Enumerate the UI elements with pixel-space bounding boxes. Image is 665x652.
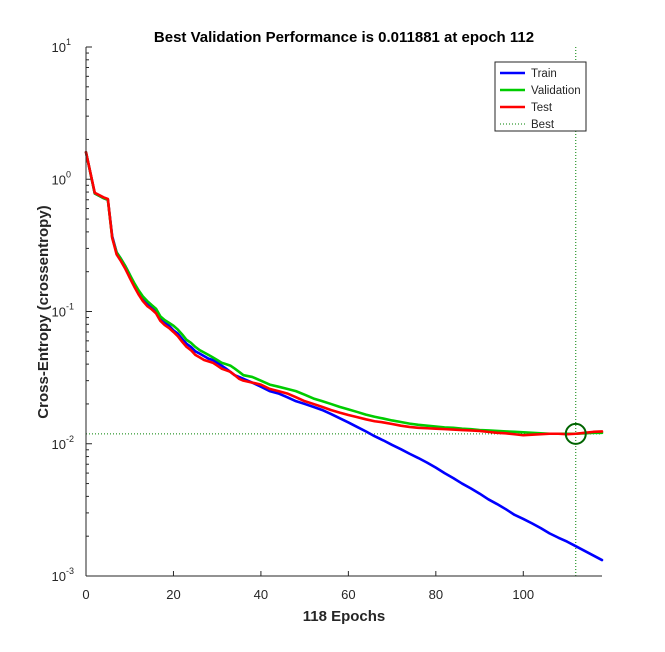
y-tick-exponent: -2 bbox=[66, 434, 74, 444]
chart-title: Best Validation Performance is 0.011881 … bbox=[154, 29, 534, 46]
series-lines bbox=[84, 150, 604, 562]
y-tick-label: 10 -1 bbox=[52, 302, 74, 320]
series-line-test bbox=[84, 150, 604, 437]
legend-label-train: Train bbox=[531, 68, 557, 80]
series-line-validation bbox=[84, 150, 604, 436]
plot-frame bbox=[85, 47, 602, 577]
y-tick-exponent: -1 bbox=[66, 302, 74, 312]
y-tick-base: 10 bbox=[52, 569, 66, 584]
y-tick-exponent: 0 bbox=[66, 169, 71, 179]
x-tick-label: 100 bbox=[512, 587, 534, 602]
y-axis-label: Cross-Entropy (crossentropy) bbox=[35, 205, 52, 418]
y-tick-label: 10 0 bbox=[52, 169, 71, 187]
y-tick-exponent: -3 bbox=[66, 566, 74, 576]
legend-label-test: Test bbox=[531, 102, 553, 114]
x-axis-label: 118 Epochs bbox=[303, 608, 386, 625]
legend: Train Validation Test Best bbox=[494, 61, 587, 132]
x-tick-label: 80 bbox=[429, 587, 443, 602]
y-tick-base: 10 bbox=[52, 305, 66, 320]
x-tick-label: 0 bbox=[82, 587, 89, 602]
x-tick-label: 20 bbox=[166, 587, 180, 602]
legend-label-best: Best bbox=[531, 119, 555, 131]
y-tick-base: 10 bbox=[52, 172, 66, 187]
y-tick-base: 10 bbox=[52, 437, 66, 452]
x-tick-label: 60 bbox=[341, 587, 355, 602]
y-tick-exponent: 1 bbox=[66, 37, 71, 47]
y-tick-label: 10 -2 bbox=[52, 434, 74, 452]
y-tick-base: 10 bbox=[52, 40, 66, 55]
best-point-marker bbox=[564, 422, 587, 445]
legend-label-validation: Validation bbox=[531, 85, 581, 97]
plot-area bbox=[86, 47, 602, 576]
y-tick-label: 10 -3 bbox=[52, 566, 74, 584]
series-line-train bbox=[84, 150, 604, 562]
y-tick-label: 10 1 bbox=[52, 37, 71, 55]
x-tick-label: 40 bbox=[254, 587, 268, 602]
